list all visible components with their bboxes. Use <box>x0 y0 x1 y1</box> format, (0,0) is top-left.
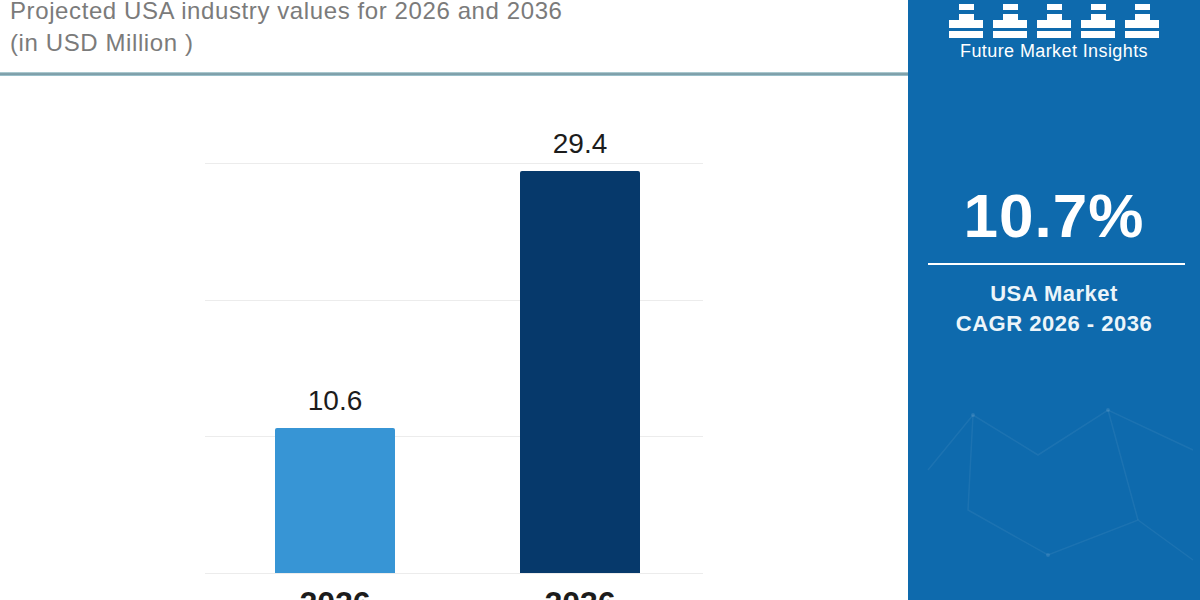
bar-chart: 10.6 29.4 2026 2036 <box>205 163 703 573</box>
bar-columns-icon <box>949 0 1159 38</box>
chart-title-line1: Projected USA industry values for 2026 a… <box>10 0 563 27</box>
cagr-divider <box>928 263 1185 265</box>
logo-pillar-icon <box>1125 0 1159 38</box>
fmi-logo: Future Market Insights <box>949 0 1159 61</box>
cagr-label-line1: USA Market <box>908 281 1200 307</box>
bar-2026 <box>275 428 395 573</box>
x-axis-label-2036: 2036 <box>520 585 640 600</box>
page: Projected USA industry values for 2026 a… <box>0 0 1200 600</box>
bar-value-label-2026: 10.6 <box>275 384 395 418</box>
gridline-0 <box>205 573 703 574</box>
logo-text: Future Market Insights <box>949 41 1159 61</box>
x-axis-label-2026: 2026 <box>275 585 395 600</box>
cagr-label-line2: CAGR 2026 - 2036 <box>908 311 1200 337</box>
bar-value-label-2036: 29.4 <box>520 127 640 161</box>
chart-title-line2: (in USD Million ) <box>10 27 563 59</box>
side-panel: Future Market Insights 10.7% USA Market … <box>908 0 1200 600</box>
bar-2036 <box>520 171 640 573</box>
logo-pillar-icon <box>949 0 983 38</box>
header-divider <box>0 72 908 76</box>
logo-pillar-icon <box>993 0 1027 38</box>
logo-pillar-icon <box>1081 0 1115 38</box>
logo-pillar-icon <box>1037 0 1071 38</box>
chart-title: Projected USA industry values for 2026 a… <box>10 0 563 59</box>
cagr-value: 10.7% <box>908 180 1200 251</box>
gridline-30 <box>205 163 703 164</box>
